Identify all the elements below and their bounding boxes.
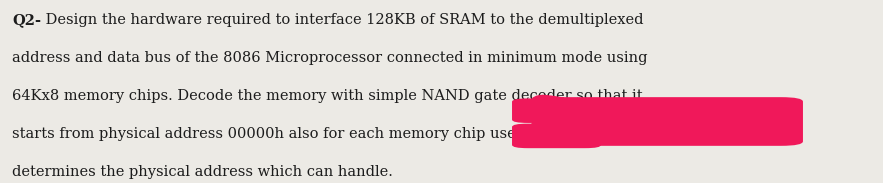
- FancyBboxPatch shape: [512, 124, 601, 148]
- FancyBboxPatch shape: [543, 97, 803, 146]
- Text: Q2-: Q2-: [12, 13, 42, 27]
- Text: Design the hardware required to interface 128KB of SRAM to the demultiplexed: Design the hardware required to interfac…: [42, 13, 644, 27]
- FancyBboxPatch shape: [512, 98, 601, 123]
- Text: address and data bus of the 8086 Microprocessor connected in minimum mode using: address and data bus of the 8086 Micropr…: [12, 51, 647, 65]
- Polygon shape: [532, 105, 572, 130]
- Text: 64Kx8 memory chips. Decode the memory with simple NAND gate decoder so that it: 64Kx8 memory chips. Decode the memory wi…: [12, 89, 643, 103]
- Polygon shape: [533, 95, 574, 108]
- Text: starts from physical address 00000h also for each memory chip used in your Desig: starts from physical address 00000h also…: [12, 127, 638, 141]
- Polygon shape: [561, 102, 778, 138]
- Text: determines the physical address which can handle.: determines the physical address which ca…: [12, 165, 393, 179]
